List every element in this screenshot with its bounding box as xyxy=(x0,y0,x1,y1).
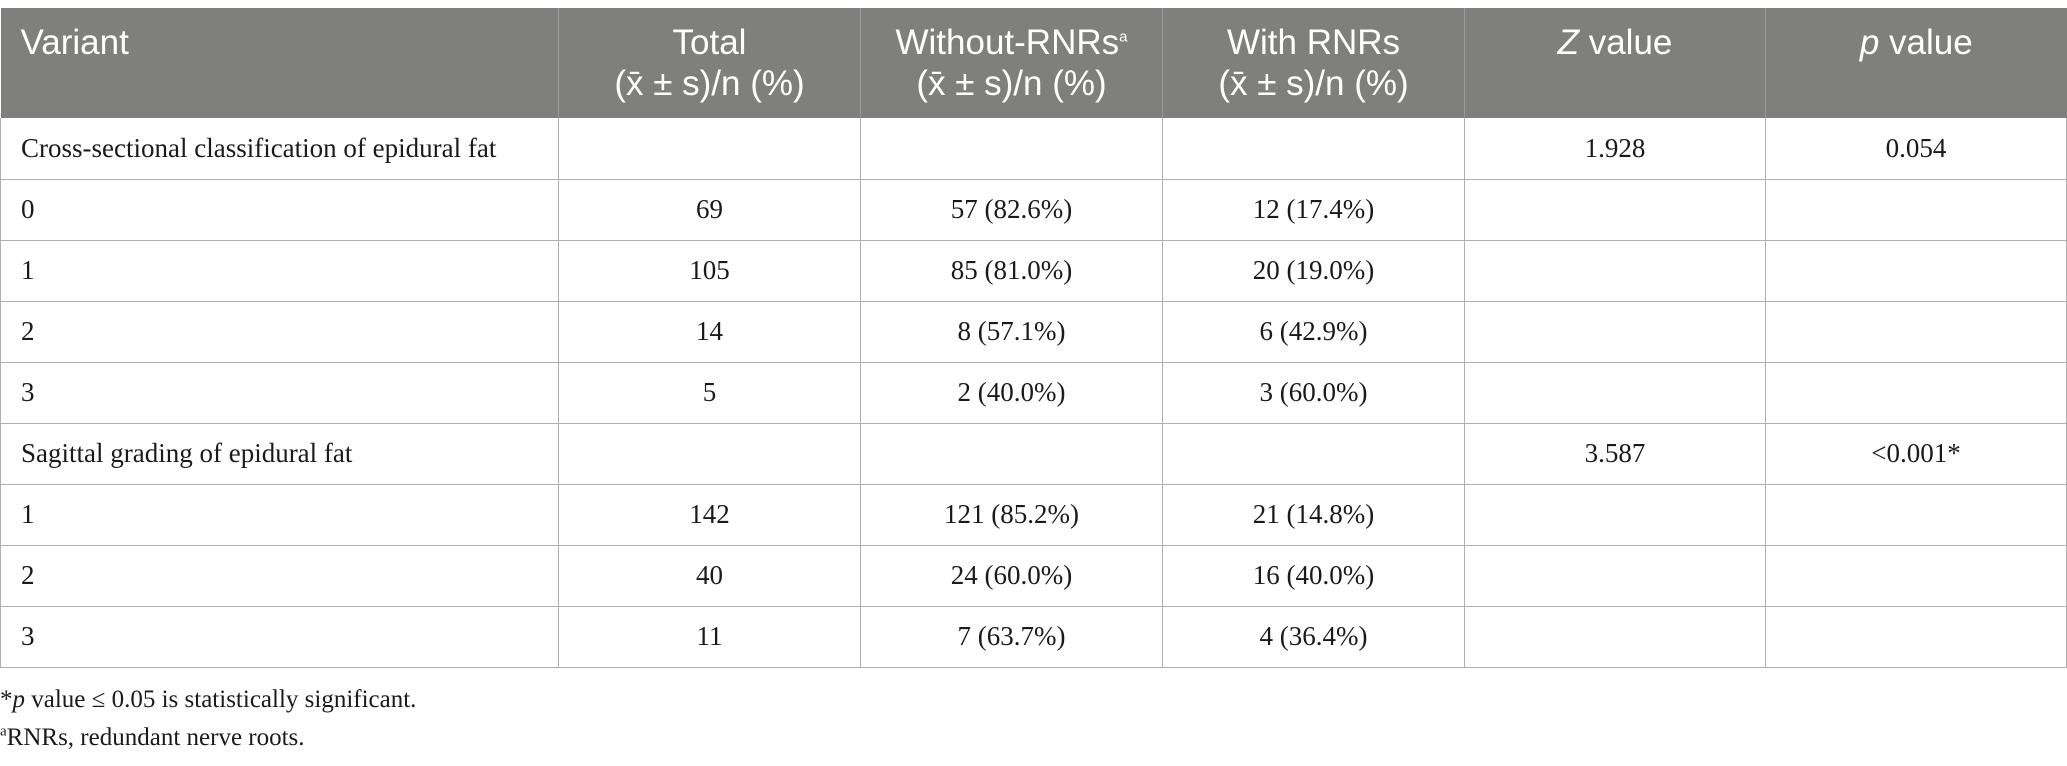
cell-z-value: 1.928 xyxy=(1464,118,1766,180)
footnote-significance-marker: * xyxy=(0,686,13,713)
cell-total: 69 xyxy=(558,178,861,241)
cell-without-rnrs: 57 (82.6%) xyxy=(860,178,1163,241)
footnotes: *p value ≤ 0.05 is statistically signifi… xyxy=(0,681,416,757)
footnote-significance: *p value ≤ 0.05 is statistically signifi… xyxy=(0,681,416,719)
cell-with-rnrs: 6 (42.9%) xyxy=(1162,300,1465,363)
table-row: 0 69 57 (82.6%) 12 (17.4%) xyxy=(0,178,2067,241)
cell-with-rnrs: 20 (19.0%) xyxy=(1162,239,1465,302)
cell-z-value xyxy=(1464,483,1766,546)
cell-p-value xyxy=(1765,544,2067,607)
table-row: Sagittal grading of epidural fat 3.587 <0.… xyxy=(0,422,2067,485)
header-z-label: value xyxy=(1578,23,1673,62)
cell-p-value: 0.054 xyxy=(1765,118,2067,180)
table-row: 1 105 85 (81.0%) 20 (19.0%) xyxy=(0,239,2067,302)
cell-with-rnrs: 4 (36.4%) xyxy=(1162,605,1465,668)
table-row: 1 142 121 (85.2%) 21 (14.8%) xyxy=(0,483,2067,546)
cell-with-rnrs xyxy=(1162,422,1465,485)
cell-variant: 1 xyxy=(0,483,559,546)
cell-total: 105 xyxy=(558,239,861,302)
header-with-rnrs: With RNRs (x̄ ± s)/n (%) xyxy=(1162,8,1465,118)
header-with-rnrs-label: With RNRs xyxy=(1226,23,1401,62)
cell-p-value xyxy=(1765,178,2067,241)
header-total: Total (x̄ ± s)/n (%) xyxy=(558,8,861,118)
cell-variant: 2 xyxy=(0,544,559,607)
cell-without-rnrs xyxy=(860,422,1163,485)
cell-variant: 2 xyxy=(0,300,559,363)
header-without-rnrs-label: Without-RNRs xyxy=(895,23,1120,62)
cell-total: 5 xyxy=(558,361,861,424)
header-variant: Variant xyxy=(0,8,559,118)
table-row: 3 11 7 (63.7%) 4 (36.4%) xyxy=(0,605,2067,668)
cell-total: 11 xyxy=(558,605,861,668)
cell-with-rnrs: 16 (40.0%) xyxy=(1162,544,1465,607)
footnote-abbreviation: aRNRs, redundant nerve roots. xyxy=(0,719,416,757)
cell-without-rnrs: 7 (63.7%) xyxy=(860,605,1163,668)
header-variant-label: Variant xyxy=(20,23,129,62)
cell-total: 40 xyxy=(558,544,861,607)
cell-p-value xyxy=(1765,483,2067,546)
cell-z-value xyxy=(1464,178,1766,241)
header-z-symbol: Z xyxy=(1557,23,1579,62)
header-p-value: p value xyxy=(1765,8,2067,118)
cell-without-rnrs: 2 (40.0%) xyxy=(860,361,1163,424)
footnote-p-symbol: p xyxy=(12,686,26,713)
cell-without-rnrs: 121 (85.2%) xyxy=(860,483,1163,546)
cell-with-rnrs: 21 (14.8%) xyxy=(1162,483,1465,546)
cell-p-value xyxy=(1765,300,2067,363)
header-without-rnrs-footnote-marker: a xyxy=(1119,28,1128,46)
cell-variant: Sagittal grading of epidural fat xyxy=(0,422,559,485)
cell-variant: Cross-sectional classification of epidur… xyxy=(0,118,559,180)
footnote-significance-text: value ≤ 0.05 is statistically significan… xyxy=(25,686,417,713)
cell-without-rnrs: 85 (81.0%) xyxy=(860,239,1163,302)
cell-with-rnrs xyxy=(1162,118,1465,180)
cell-with-rnrs: 3 (60.0%) xyxy=(1162,361,1465,424)
results-table-container: Variant Total (x̄ ± s)/n (%) Without-RNR… xyxy=(0,8,2067,668)
cell-without-rnrs: 8 (57.1%) xyxy=(860,300,1163,363)
cell-z-value xyxy=(1464,544,1766,607)
cell-without-rnrs: 24 (60.0%) xyxy=(860,544,1163,607)
cell-without-rnrs xyxy=(860,118,1163,180)
table-header: Variant Total (x̄ ± s)/n (%) Without-RNR… xyxy=(0,8,2067,118)
cell-z-value: 3.587 xyxy=(1464,422,1766,485)
header-without-rnrs-unit: (x̄ ± s)/n (%) xyxy=(916,64,1107,103)
cell-z-value xyxy=(1464,239,1766,302)
header-row: Variant Total (x̄ ± s)/n (%) Without-RNR… xyxy=(0,8,2067,118)
results-table: Variant Total (x̄ ± s)/n (%) Without-RNR… xyxy=(0,8,2067,668)
cell-total: 14 xyxy=(558,300,861,363)
table-row: 2 14 8 (57.1%) 6 (42.9%) xyxy=(0,300,2067,363)
header-z-value: Z value xyxy=(1464,8,1766,118)
header-with-rnrs-unit: (x̄ ± s)/n (%) xyxy=(1218,64,1409,103)
footnote-abbreviation-text: RNRs, redundant nerve roots. xyxy=(6,724,305,751)
cell-total xyxy=(558,118,861,180)
header-total-unit: (x̄ ± s)/n (%) xyxy=(614,64,805,103)
header-p-label: value xyxy=(1879,23,1973,62)
cell-total xyxy=(558,422,861,485)
cell-p-value xyxy=(1765,605,2067,668)
cell-z-value xyxy=(1464,605,1766,668)
header-total-label: Total xyxy=(672,23,747,62)
cell-p-value xyxy=(1765,361,2067,424)
table-row: 2 40 24 (60.0%) 16 (40.0%) xyxy=(0,544,2067,607)
header-without-rnrs: Without-RNRsa (x̄ ± s)/n (%) xyxy=(860,8,1163,118)
cell-variant: 3 xyxy=(0,361,559,424)
cell-variant: 0 xyxy=(0,178,559,241)
cell-z-value xyxy=(1464,300,1766,363)
cell-p-value: <0.001* xyxy=(1765,422,2067,485)
cell-variant: 3 xyxy=(0,605,559,668)
header-p-symbol: p xyxy=(1859,23,1880,62)
table-row: Cross-sectional classification of epidur… xyxy=(0,118,2067,180)
cell-p-value xyxy=(1765,239,2067,302)
table-body: Cross-sectional classification of epidur… xyxy=(0,118,2067,668)
cell-z-value xyxy=(1464,361,1766,424)
footnote-abbreviation-marker: a xyxy=(0,723,7,740)
cell-variant: 1 xyxy=(0,239,559,302)
cell-with-rnrs: 12 (17.4%) xyxy=(1162,178,1465,241)
cell-total: 142 xyxy=(558,483,861,546)
